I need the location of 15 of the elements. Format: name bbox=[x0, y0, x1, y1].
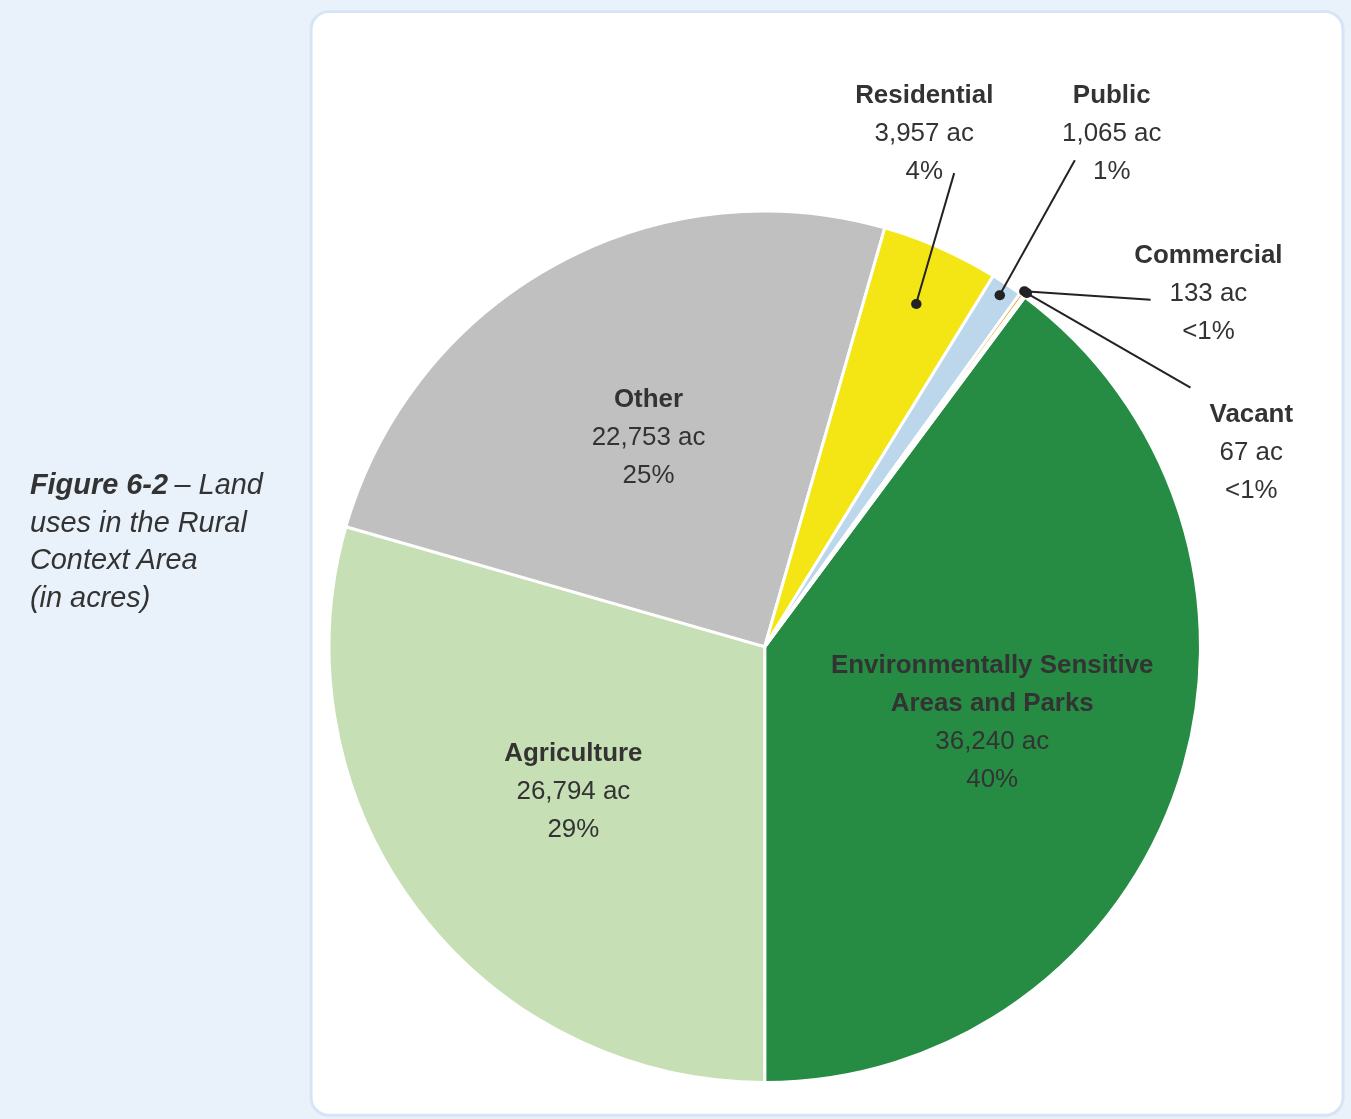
text: Figure 6-2 – Land uses in the Rural Context Area (in acres) bbox=[29, 467, 264, 614]
data-label: 36,240 ac 40% bbox=[935, 726, 1050, 792]
data-label: 67 ac <1% bbox=[1219, 437, 1284, 504]
slice-label: Agriculture bbox=[504, 738, 643, 767]
slice-label: Other bbox=[613, 384, 684, 413]
data-label: 3,957 ac 4% bbox=[874, 118, 974, 185]
slice-label: Residential bbox=[855, 80, 994, 109]
slice-label: Public bbox=[1072, 80, 1151, 109]
data-label: 1,065 ac 1% bbox=[1062, 118, 1162, 185]
data-label: 22,753 ac 25% bbox=[591, 422, 706, 489]
slice-label: Vacant bbox=[1209, 399, 1294, 428]
data-label: 26,794 ac 29% bbox=[516, 775, 631, 842]
data-label: 133 ac <1% bbox=[1169, 277, 1248, 344]
slice-label: Commercial bbox=[1134, 239, 1283, 268]
slice-label: Environmentally Sensitive Areas and Parks bbox=[830, 650, 1154, 717]
